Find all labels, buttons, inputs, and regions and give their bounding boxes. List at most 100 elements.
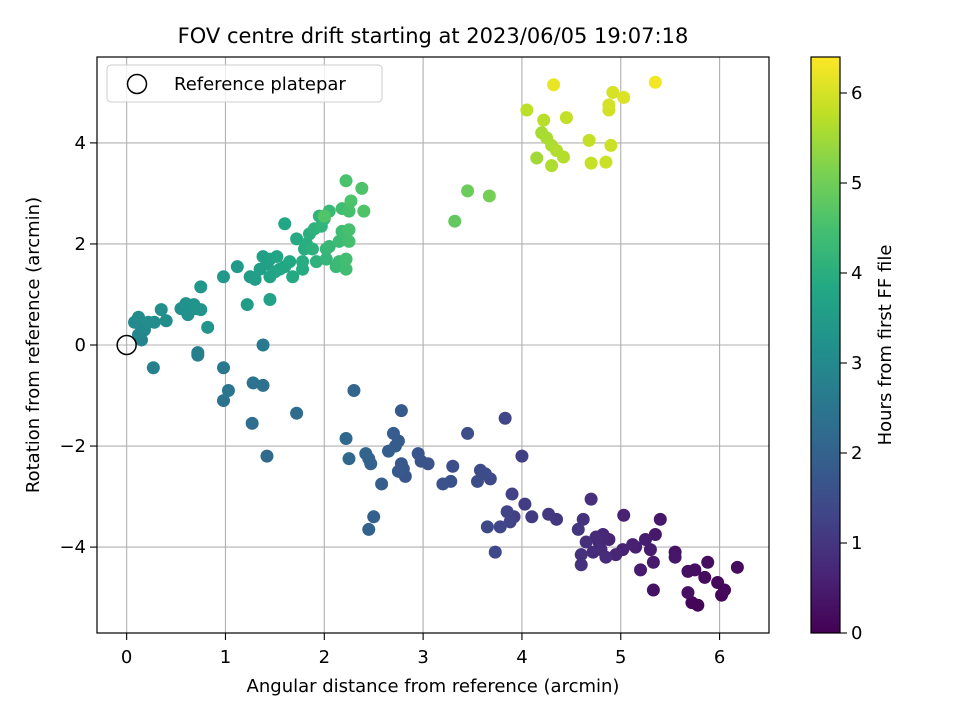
scatter-point: [355, 181, 369, 195]
data-points: [116, 75, 744, 612]
scatter-point: [685, 596, 699, 610]
scatter-point: [278, 217, 292, 231]
scatter-point: [518, 497, 532, 511]
scatter-point: [520, 103, 534, 117]
scatter-point: [309, 255, 323, 269]
scatter-point: [132, 310, 146, 324]
grid-lines: [97, 57, 769, 633]
scatter-point: [571, 522, 585, 536]
colorbar-tick-label: 4: [851, 263, 862, 284]
scatter-point: [411, 447, 425, 461]
colorbar-tick-label: 0: [851, 623, 862, 644]
legend: Reference platepar: [106, 64, 383, 103]
scatter-point: [586, 545, 600, 559]
x-axis-ticks: 0 1 2 3 4 5 6: [121, 633, 725, 668]
scatter-point: [339, 431, 353, 445]
scatter-point: [505, 487, 519, 501]
scatter-point: [599, 155, 613, 169]
scatter-point: [634, 563, 648, 577]
scatter-point: [342, 204, 356, 218]
scatter-point: [668, 550, 682, 564]
scatter-point: [547, 78, 561, 92]
scatter-point: [503, 515, 517, 529]
scatter-point: [154, 303, 168, 317]
scatter-point: [681, 586, 695, 600]
scatter-point: [470, 474, 484, 488]
scatter-point: [574, 558, 588, 572]
colorbar-tick-label: 6: [851, 83, 862, 104]
scatter-point: [626, 538, 640, 552]
scatter-point: [574, 548, 588, 562]
y-tick-label: 2: [75, 234, 86, 255]
scatter-point: [448, 214, 462, 228]
scatter-point: [698, 570, 712, 584]
scatter-point: [339, 174, 353, 188]
scatter-point: [290, 232, 304, 246]
scatter-point: [290, 406, 304, 420]
colorbar-tick-label: 5: [851, 173, 862, 194]
scatter-point: [296, 255, 310, 269]
scatter-point: [375, 477, 389, 491]
scatter-point: [270, 250, 284, 264]
scatter-point: [436, 477, 450, 491]
scatter-point: [342, 452, 356, 466]
scatter-point: [256, 338, 270, 352]
colorbar-tick-label: 3: [851, 353, 862, 374]
colorbar-ticks: 0 1 2 3 4 5 6: [840, 83, 862, 644]
scatter-point: [584, 156, 598, 170]
scatter-point: [357, 204, 371, 218]
scatter-point: [681, 564, 695, 578]
scatter-point: [589, 530, 603, 544]
colorbar-label: Hours from first FF file: [875, 245, 896, 446]
y-tick-label: −4: [59, 537, 86, 558]
legend-reference-label: Reference platepar: [174, 74, 346, 95]
scatter-point: [461, 426, 475, 440]
scatter-point: [515, 449, 529, 463]
scatter-point: [201, 320, 215, 334]
scatter-point: [617, 90, 631, 104]
scatter-point: [602, 98, 616, 112]
scatter-point: [339, 252, 353, 266]
scatter-point: [701, 555, 715, 569]
scatter-point: [653, 512, 667, 526]
scatter-point: [646, 583, 660, 597]
scatter-point: [216, 270, 230, 284]
scatter-point: [498, 411, 512, 425]
scatter-point: [609, 548, 623, 562]
scatter-point: [342, 223, 356, 237]
scatter-point: [482, 189, 496, 203]
colorbar-tick-label: 1: [851, 533, 862, 554]
scatter-point: [606, 85, 620, 99]
scatter-point: [240, 298, 254, 312]
reference-platepar-marker: [116, 334, 137, 356]
scatter-point: [646, 555, 660, 569]
scatter-point: [500, 505, 514, 519]
y-tick-label: 4: [75, 133, 86, 154]
scatter-point: [391, 464, 405, 478]
scatter-point: [260, 449, 274, 463]
x-tick-label: 6: [714, 647, 725, 668]
scatter-point: [480, 520, 494, 534]
scatter-point: [382, 444, 396, 458]
scatter-point: [473, 463, 487, 477]
scatter-point: [542, 507, 556, 521]
scatter-point: [221, 383, 235, 397]
scatter-point: [638, 533, 652, 547]
scatter-point: [488, 545, 502, 559]
scatter-point: [230, 260, 244, 274]
scatter-point: [359, 447, 373, 461]
x-tick-label: 0: [121, 647, 132, 668]
scatter-point: [643, 543, 657, 557]
y-tick-label: 0: [75, 335, 86, 356]
colorbar-tick-label: 2: [851, 443, 862, 464]
scatter-point: [332, 234, 346, 248]
x-axis-label: Angular distance from reference (arcmin): [247, 676, 620, 697]
scatter-point: [584, 492, 598, 506]
scatter-point: [493, 520, 507, 534]
scatter-point: [317, 209, 331, 223]
scatter-point: [559, 111, 573, 125]
scatter-point: [545, 159, 559, 173]
scatter-point: [367, 510, 381, 524]
y-axis-ticks: −4 −2 0 2 4: [59, 133, 97, 558]
scatter-point: [525, 510, 539, 524]
